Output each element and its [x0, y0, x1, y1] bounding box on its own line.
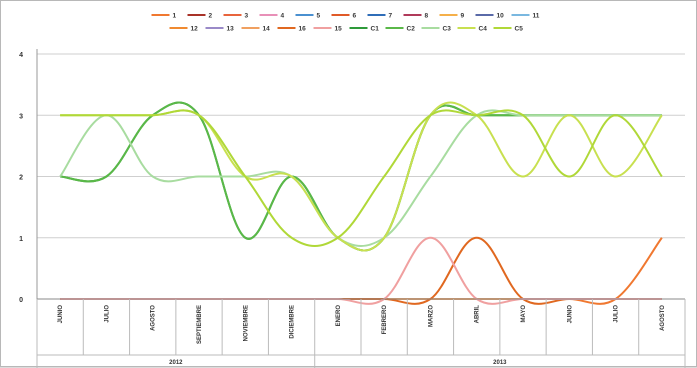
- series-line-c5: [60, 109, 663, 248]
- legend-label: 12: [191, 26, 199, 33]
- y-tick-label: 3: [19, 113, 23, 120]
- y-axis: 0 1 2 3 4: [19, 49, 38, 304]
- legend-label: C5: [515, 26, 524, 33]
- legend-label: 1: [173, 13, 177, 20]
- x-tick-label: JUNIO: [567, 305, 573, 324]
- legend-label: 3: [245, 13, 249, 20]
- year-label: 2012: [169, 360, 183, 366]
- series-line-15: [60, 236, 662, 305]
- x-tick-label: MAYO: [521, 305, 527, 323]
- legend-label: 6: [353, 13, 357, 20]
- x-axis: JUNIO JULIO AGOSTO SEPTIEMBRE NOVIEMBRE DICIE…: [36, 298, 686, 368]
- x-tick-label: FEBRERO: [382, 305, 388, 335]
- series-line-1: [60, 237, 663, 305]
- legend-label: 14: [263, 26, 271, 33]
- legend-label: 9: [461, 13, 465, 20]
- legend-label: 7: [389, 13, 393, 20]
- x-tick-label: NOVIEMBRE: [243, 305, 249, 341]
- legend-label: 4: [281, 13, 285, 20]
- y-tick-label: 0: [19, 297, 23, 304]
- x-tick-label: JULIO: [614, 305, 620, 323]
- series-line-c3: [59, 109, 662, 248]
- x-tick-label: JUNIO: [58, 305, 64, 324]
- legend-label: 11: [533, 13, 540, 20]
- y-tick-label: 4: [19, 52, 23, 59]
- x-tick-label: AGOSTO: [151, 305, 157, 331]
- legend-label: C3: [443, 26, 452, 33]
- x-tick-label: AGOSTO: [660, 305, 666, 331]
- x-tick-label: SEPTIEMBRE: [197, 305, 203, 344]
- gridlines: [37, 53, 685, 300]
- legend-label: 16: [299, 26, 307, 33]
- legend-label: 2: [209, 13, 213, 20]
- y-tick-label: 1: [19, 236, 23, 243]
- year-label: 2013: [493, 360, 507, 366]
- legend-label: 13: [227, 26, 235, 33]
- legend-label: C1: [371, 26, 380, 33]
- legend-label: 15: [335, 26, 343, 33]
- legend-label: C2: [407, 26, 416, 33]
- legend-label: C4: [479, 26, 488, 33]
- y-tick-label: 2: [19, 175, 23, 182]
- legend-label: 5: [317, 13, 321, 20]
- x-tick-label: MARZO: [428, 305, 434, 327]
- x-tick-label: ABRIL: [475, 305, 481, 324]
- series-lines: [59, 101, 663, 305]
- legend-label: 10: [497, 13, 505, 20]
- x-tick-label: JULIO: [104, 305, 110, 323]
- series-line-16: [60, 236, 662, 305]
- legend-label: 8: [425, 13, 429, 20]
- x-tick-label: DICIEMBRE: [290, 305, 296, 339]
- x-tick-label: ENERO: [336, 305, 342, 327]
